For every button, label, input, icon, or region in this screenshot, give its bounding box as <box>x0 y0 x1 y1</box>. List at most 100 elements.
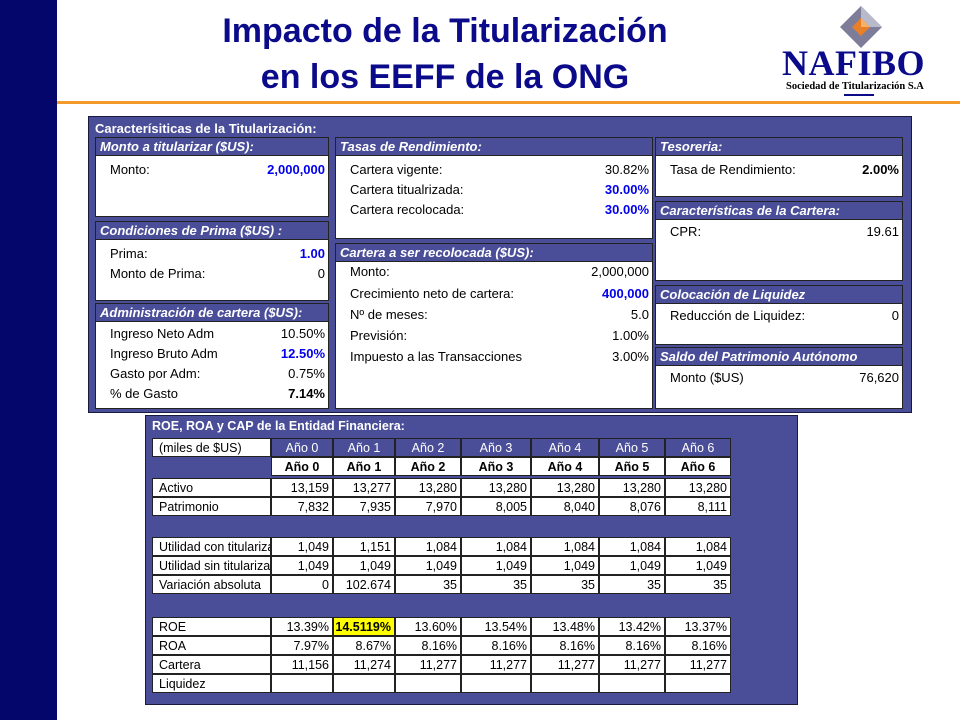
table-cell: 8,076 <box>599 497 665 516</box>
prima-box: Condiciones de Prima ($US) : Prima: 1.00… <box>95 221 329 301</box>
row-label: Nº de meses: <box>350 307 428 322</box>
table-cell: 11,277 <box>461 655 531 674</box>
table-cell: 11,277 <box>531 655 599 674</box>
table-cell <box>665 674 731 693</box>
row-label: % de Gasto <box>110 386 178 401</box>
cartera-box: Características de la Cartera: CPR: 19.6… <box>655 201 903 281</box>
table-row-label: Activo <box>152 478 271 497</box>
table-cell: 8,111 <box>665 497 731 516</box>
logo-subtitle: Sociedad de Titularización S.A <box>786 81 924 92</box>
year-header: Año 0 <box>271 438 333 457</box>
row-value: 76,620 <box>859 370 899 385</box>
roe-roa-panel: ROE, ROA y CAP de la Entidad Financiera:… <box>145 415 798 705</box>
row-label: CPR: <box>670 224 702 239</box>
row-value: 7.14% <box>288 386 325 401</box>
prima-header: Condiciones de Prima ($US) : <box>96 222 328 240</box>
prima-row: Prima: 1.00 <box>96 244 328 264</box>
table-cell: 11,277 <box>665 655 731 674</box>
table-row-label: ROE <box>152 617 271 636</box>
row-label: Ingreso Bruto Adm <box>110 346 218 361</box>
table-row-label: Liquidez <box>152 674 271 693</box>
patrimonio-box: Saldo del Patrimonio Autónomo Monto ($US… <box>655 347 903 409</box>
tesoreria-box: Tesoreria: Tasa de Rendimiento: 2.00% <box>655 137 903 197</box>
monto-prima-row: Monto de Prima: 0 <box>96 264 328 284</box>
recolocada-header: Cartera a ser recolocada ($US): <box>336 244 652 262</box>
table-row-label: Cartera <box>152 655 271 674</box>
table-cell: 35 <box>665 575 731 594</box>
table-cell: 7,970 <box>395 497 461 516</box>
table-cell: 13,159 <box>271 478 333 497</box>
row-value: 3.00% <box>612 349 649 364</box>
table-cell: 7,935 <box>333 497 395 516</box>
year-header: Año 6 <box>665 438 731 457</box>
table-cell <box>333 674 395 693</box>
row-value: 2,000,000 <box>267 162 325 177</box>
table-cell: 11,274 <box>333 655 395 674</box>
table-cell: 1,049 <box>271 556 333 575</box>
year-subheader: Año 3 <box>461 457 531 476</box>
year-subheader: Año 5 <box>599 457 665 476</box>
table-row-label: Patrimonio <box>152 497 271 516</box>
row-label: Monto ($US) <box>670 370 744 385</box>
year-header: Año 3 <box>461 438 531 457</box>
monto-header: Monto a titularizar ($US): <box>96 138 328 156</box>
table-cell: 1,049 <box>531 556 599 575</box>
slide-title-line2: en los EEFF de la ONG <box>260 58 630 96</box>
row-label: Tasa de Rendimiento: <box>670 162 796 177</box>
row-value: 30.00% <box>604 182 649 197</box>
table-cell: 102.674 <box>333 575 395 594</box>
table-cell: 13.48% <box>531 617 599 636</box>
monto-row: Monto: 2,000,000 <box>96 160 328 180</box>
row-label: Monto de Prima: <box>110 266 206 281</box>
admin-row: Gasto por Adm: 0.75% <box>96 364 328 384</box>
year-header: Año 2 <box>395 438 461 457</box>
row-label: Cartera titualrizada: <box>350 182 464 197</box>
row-value: 0.75% <box>288 366 325 381</box>
table-cell: 13.60% <box>395 617 461 636</box>
table-cell: 1,049 <box>271 537 333 556</box>
titularizacion-panel: Caracterísiticas de la Titularización: M… <box>88 116 912 413</box>
table-row-label: Utilidad con titularización <box>152 537 271 556</box>
row-value: 10.50% <box>280 326 325 341</box>
table-cell: 35 <box>531 575 599 594</box>
row-label: Monto: <box>110 162 150 177</box>
table-cell: 8.67% <box>333 636 395 655</box>
table-cell: 8.16% <box>461 636 531 655</box>
patrimonio-row: Monto ($US) 76,620 <box>656 368 902 388</box>
row-value: 19.61 <box>866 224 899 239</box>
tasas-header: Tasas de Rendimiento: <box>336 138 652 156</box>
admin-row: Ingreso Neto Adm 10.50% <box>96 324 328 344</box>
header-divider <box>57 101 960 104</box>
diamond-logo-icon <box>840 6 882 48</box>
logo-underline <box>844 94 874 96</box>
row-label: Prima: <box>110 246 148 261</box>
table-cell: 35 <box>461 575 531 594</box>
tesoreria-header: Tesoreria: <box>656 138 902 156</box>
cartera-header: Características de la Cartera: <box>656 202 902 220</box>
table-cell: 14.5119% <box>333 617 395 636</box>
table-cell: 13.54% <box>461 617 531 636</box>
row-value: 1.00 <box>299 246 325 261</box>
row-value: 12.50% <box>280 346 325 361</box>
table-row-label: ROA <box>152 636 271 655</box>
nafibo-logo: NAFIBO Sociedad de Titularización S.A <box>760 4 960 96</box>
table-cell: 7.97% <box>271 636 333 655</box>
table-cell: 1,084 <box>531 537 599 556</box>
table-cell: 1,084 <box>665 537 731 556</box>
row-label: Cartera recolocada: <box>350 202 465 217</box>
recolocada-row: Nº de meses: 5.0 <box>336 305 652 325</box>
row-value: 30.00% <box>604 202 649 217</box>
table-cell: 8,005 <box>461 497 531 516</box>
logo-brand-text: NAFIBO <box>782 43 926 83</box>
table-cell: 13,280 <box>395 478 461 497</box>
table-cell: 1,151 <box>333 537 395 556</box>
row-label: Reducción de Liquidez: <box>670 308 806 323</box>
admin-header: Administración de cartera ($US): <box>96 304 328 322</box>
monto-box: Monto a titularizar ($US): Monto: 2,000,… <box>95 137 329 217</box>
admin-row: Ingreso Bruto Adm 12.50% <box>96 344 328 364</box>
table-cell: 11,277 <box>599 655 665 674</box>
year-header: Año 5 <box>599 438 665 457</box>
table-cell: 13,280 <box>531 478 599 497</box>
row-label: Monto: <box>350 264 390 279</box>
recolocada-row: Previsión: 1.00% <box>336 326 652 346</box>
